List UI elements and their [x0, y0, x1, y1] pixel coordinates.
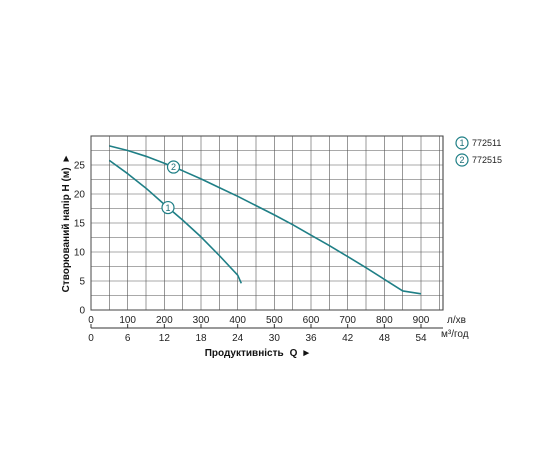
series-marker-label: 1 — [165, 203, 170, 213]
x2-tick-label: 48 — [379, 333, 391, 344]
y-tick-label: 15 — [74, 219, 86, 230]
series-markers: 12 — [161, 160, 181, 215]
x-axis-symbol: Q — [290, 348, 298, 359]
legend: 1 772511 2 772515 — [455, 136, 502, 167]
series-line-772511 — [108, 159, 243, 284]
x-unit-primary: л/хв — [447, 315, 466, 326]
legend-marker-label: 2 — [459, 155, 464, 165]
x2-tick-label: 54 — [415, 333, 427, 344]
x-axis-secondary-ticks: 0 6 12 18 24 30 36 42 48 54 — [88, 324, 427, 344]
y-tick-label: 10 — [74, 248, 86, 259]
x2-tick-label: 6 — [125, 333, 131, 344]
legend-entry-772511: 772511 — [472, 138, 501, 148]
y-tick-label: 20 — [74, 190, 86, 201]
x-tick-label: 700 — [339, 315, 356, 326]
x-axis-primary-ticks: 0 100 200 300 400 500 600 700 800 900 — [88, 315, 430, 326]
legend-marker — [455, 153, 469, 167]
y-tick-label: 5 — [79, 277, 85, 288]
series-marker-772515 — [166, 160, 181, 174]
series-curves — [108, 145, 422, 295]
x-axis-title-text: Продуктивність — [205, 348, 284, 359]
x-tick-label: 600 — [303, 315, 320, 326]
series-marker-772511 — [161, 200, 175, 215]
y-axis-title-text: Створюваний напір H (м) — [61, 167, 72, 292]
series-line-772515 — [109, 145, 422, 295]
legend-marker-label: 1 — [459, 138, 464, 148]
x2-tick-label: 24 — [232, 333, 244, 344]
x-axis-title: Продуктивність Q ► — [205, 348, 312, 359]
legend-entry-772515: 772515 — [472, 155, 502, 165]
series-marker-label: 2 — [171, 162, 176, 172]
y-axis-arrow-icon: ► — [61, 154, 72, 164]
x-unit-secondary: м³/год — [441, 329, 469, 340]
y-axis-ticks: 0 5 10 15 20 25 — [74, 161, 86, 317]
x-tick-label: 500 — [266, 315, 283, 326]
x-tick-label: 400 — [229, 315, 246, 326]
y-axis-title: Створюваний напір H (м) ► — [61, 154, 72, 293]
x-tick-label: 0 — [88, 315, 94, 326]
x-tick-label: 800 — [376, 315, 393, 326]
x-axis-arrow-icon: ► — [301, 348, 311, 359]
x2-tick-label: 42 — [342, 333, 354, 344]
x-tick-label: 900 — [413, 315, 430, 326]
legend-marker — [455, 136, 469, 150]
x2-tick-label: 30 — [269, 333, 281, 344]
x-tick-label: 100 — [119, 315, 136, 326]
x2-tick-label: 36 — [305, 333, 317, 344]
svg-text:Створюваний напір H (м)►: Створюваний напір H (м) ► — [61, 154, 72, 293]
x-tick-label: 200 — [156, 315, 173, 326]
x2-tick-label: 12 — [159, 333, 171, 344]
x-tick-label: 300 — [193, 315, 210, 326]
y-tick-label: 0 — [79, 306, 85, 317]
x2-tick-label: 0 — [88, 333, 94, 344]
grid-lines — [90, 135, 443, 311]
y-tick-label: 25 — [74, 161, 86, 172]
x2-tick-label: 18 — [195, 333, 207, 344]
